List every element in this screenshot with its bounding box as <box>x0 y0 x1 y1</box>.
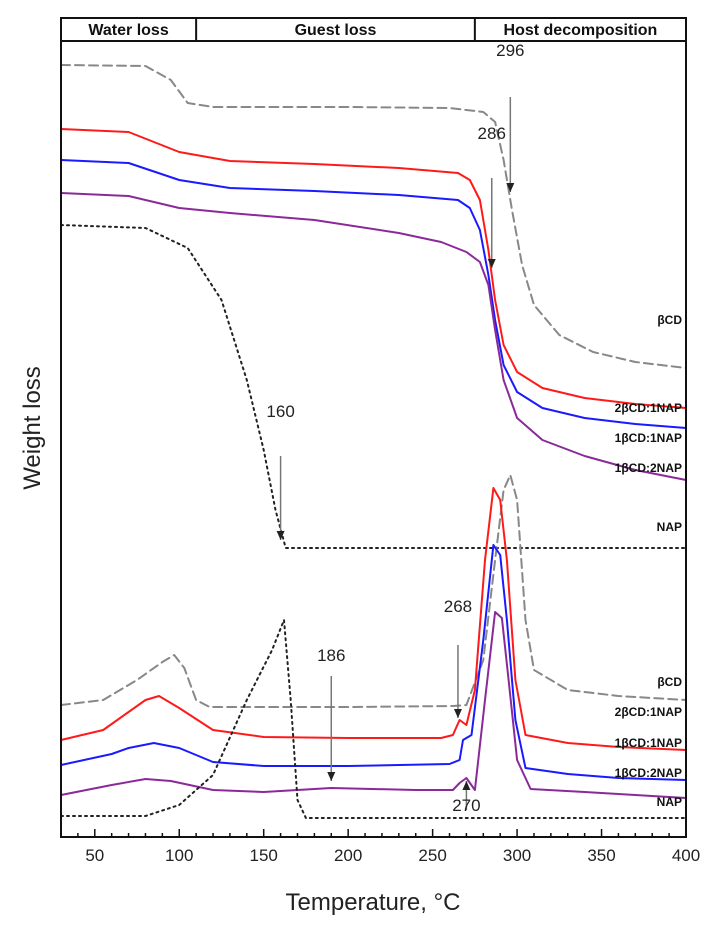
curve-label-1bcd-1nap: 1βCD:1NAP <box>615 736 682 750</box>
curve-label-2bcd-1nap: 2βCD:1NAP <box>615 705 682 719</box>
annotation-arrowhead-270 <box>462 781 471 790</box>
axes-group <box>60 17 687 838</box>
annotation-label-286: 286 <box>478 124 506 143</box>
curves-group <box>60 64 687 819</box>
ticks-group: 50 100 150 200 250 300 350 400 <box>60 829 700 865</box>
annotation-arrowhead-268 <box>453 709 462 718</box>
series-tg-bcd <box>60 64 687 369</box>
series-dtg-bcd <box>60 474 687 708</box>
plot-frame <box>60 17 687 838</box>
series-dtg-2bcd-1nap <box>60 487 687 751</box>
annotation-label-160: 160 <box>266 402 294 421</box>
x-tick-label-300: 300 <box>503 846 531 865</box>
curve-label-1bcd-2nap: 1βCD:2NAP <box>615 766 682 780</box>
series-dtg-nap <box>60 619 687 819</box>
annotation-arrowhead-186 <box>327 772 336 781</box>
region-label-water-loss: Water loss <box>88 22 168 39</box>
curve-label-bcd: βCD <box>657 313 682 327</box>
curve-label-nap: NAP <box>657 795 682 809</box>
curve-labels-group: βCD 2βCD:1NAP 1βCD:1NAP 1βCD:2NAP NAP βCD 2βCD… <box>615 313 683 809</box>
x-tick-label-50: 50 <box>85 846 104 865</box>
curve-label-1bcd-2nap: 1βCD:2NAP <box>615 461 682 475</box>
annotation-arrowhead-160 <box>276 531 285 540</box>
series-tg-1bcd-2nap <box>60 192 687 481</box>
series-tg-1bcd-1nap <box>60 159 687 429</box>
series-tg-2bcd-1nap <box>60 128 687 409</box>
curve-label-1bcd-1nap: 1βCD:1NAP <box>615 431 682 445</box>
x-tick-label-100: 100 <box>165 846 193 865</box>
curve-label-nap: NAP <box>657 520 682 534</box>
annotation-arrowhead-296 <box>506 183 515 192</box>
curve-label-2bcd-1nap: 2βCD:1NAP <box>615 401 682 415</box>
annotation-label-270: 270 <box>452 796 480 815</box>
x-axis-title: Temperature, °C <box>286 889 461 916</box>
curve-label-bcd: βCD <box>657 675 682 689</box>
x-tick-label-350: 350 <box>587 846 615 865</box>
series-dtg-1bcd-2nap <box>60 611 687 799</box>
regions-group: Water loss Guest loss Host decomposition <box>88 18 657 41</box>
annotation-label-268: 268 <box>444 597 472 616</box>
region-label-guest-loss: Guest loss <box>295 22 377 39</box>
annotation-label-186: 186 <box>317 646 345 665</box>
annotation-label-296: 296 <box>496 41 524 60</box>
annotations-group: 296 286 160 268 186 270 <box>266 41 524 815</box>
x-tick-label-200: 200 <box>334 846 362 865</box>
annotation-arrowhead-286 <box>487 259 496 268</box>
x-tick-label-250: 250 <box>418 846 446 865</box>
y-axis-title: Weight loss <box>19 366 46 490</box>
x-tick-label-150: 150 <box>250 846 278 865</box>
series-dtg-1bcd-1nap <box>60 544 687 781</box>
series-tg-nap <box>60 224 687 549</box>
x-tick-label-400: 400 <box>672 846 700 865</box>
region-label-host-decomposition: Host decomposition <box>504 22 658 39</box>
